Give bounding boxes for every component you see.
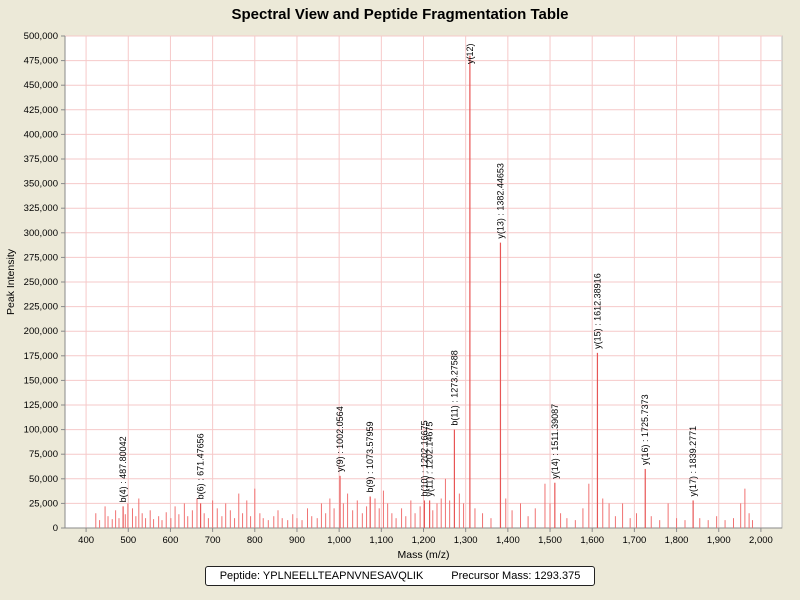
y-axis-tick-label: 125,000 (24, 400, 58, 411)
y-axis-tick-label: 275,000 (24, 252, 58, 263)
x-axis-title: Mass (m/z) (398, 549, 450, 561)
page-title: Spectral View and Peptide Fragmentation … (231, 6, 569, 23)
x-axis-tick-label: 2,000 (749, 535, 773, 546)
peak-label: b(10) : 1202.16675 (419, 420, 429, 496)
x-axis-tick-label: 600 (163, 535, 179, 546)
spectrum-chart[interactable]: 0 25,000 50,000 75,000 100,000 125,000 150,000… (0, 28, 800, 563)
y-axis-tick-label: 25,000 (29, 498, 58, 509)
peak-label: y(12) (465, 43, 475, 64)
x-axis-tick-label: 1,400 (496, 535, 520, 546)
peak-label: y(16) : 1725.7373 (640, 394, 650, 465)
y-axis-tick-label: 375,000 (24, 154, 58, 165)
x-axis-tick-label: 1,500 (538, 535, 562, 546)
y-axis-tick-label: 200,000 (24, 326, 58, 337)
peak-label: b(9) : 1073.57959 (365, 421, 375, 492)
x-axis-tick-label: 1,100 (369, 535, 393, 546)
y-axis-tick-label: 450,000 (24, 80, 58, 91)
peak-label: y(15) : 1612.38916 (592, 273, 602, 349)
peptide-info-box: Peptide: YPLNEELLTEAPNVNESAVQLIK Precurso… (204, 566, 596, 586)
y-axis-tick-label: 350,000 (24, 179, 58, 190)
x-axis-tick-label: 700 (205, 535, 221, 546)
y-axis-tick-label: 150,000 (24, 375, 58, 386)
precursor-mass-label: Precursor Mass: 1293.375 (451, 570, 581, 582)
peak-label: y(13) : 1382.44653 (495, 163, 505, 239)
x-axis-tick-label: 1,200 (412, 535, 436, 546)
x-axis-tick-label: 800 (247, 535, 263, 546)
peak-label: y(14) : 1511.39087 (550, 404, 560, 479)
y-axis-tick-label: 75,000 (29, 449, 58, 460)
y-axis-tick-label: 50,000 (29, 474, 58, 485)
y-axis-tick-label: 475,000 (24, 56, 58, 67)
y-axis-tick-label: 175,000 (24, 351, 58, 362)
peptide-label: Peptide: YPLNEELLTEAPNVNESAVQLIK (219, 570, 424, 582)
y-axis-tick-label: 325,000 (24, 203, 58, 214)
x-axis-tick-label: 900 (289, 535, 305, 546)
x-axis-tick-label: 1,000 (327, 535, 351, 546)
y-axis-tick-label: 500,000 (24, 31, 58, 42)
y-axis-tick-label: 400,000 (24, 129, 58, 140)
x-axis-tick-label: 400 (78, 535, 94, 546)
y-axis-title: Peak Intensity (5, 248, 17, 315)
x-axis-tick-label: 1,800 (665, 535, 689, 546)
x-axis-tick-label: 1,300 (454, 535, 478, 546)
y-axis-tick-label: 425,000 (24, 105, 58, 116)
peak-label: y(17) : 1839.2771 (688, 426, 698, 497)
y-axis-tick-label: 100,000 (24, 425, 58, 436)
peak-label: b(4) : 487.80042 (118, 436, 128, 502)
y-axis-tick-label: 0 (53, 523, 58, 534)
peak-label: b(11) : 1273.27588 (449, 350, 459, 425)
peak-label: y(9) : 1002.0564 (335, 406, 345, 472)
peak-label: b(6) : 671.47656 (196, 433, 206, 499)
footer-bar: Peptide: YPLNEELLTEAPNVNESAVQLIK Precurso… (0, 566, 800, 596)
y-axis-tick-label: 225,000 (24, 302, 58, 313)
x-axis-tick-label: 500 (120, 535, 136, 546)
y-axis-tick-label: 300,000 (24, 228, 58, 239)
x-axis-tick-label: 1,900 (707, 535, 731, 546)
x-axis-tick-label: 1,600 (580, 535, 604, 546)
y-axis-tick-label: 250,000 (24, 277, 58, 288)
x-axis-tick-label: 1,700 (622, 535, 646, 546)
peak-label: y(11) : 1202.14675 (425, 422, 435, 497)
spectrum-chart-area[interactable]: 0 25,000 50,000 75,000 100,000 125,000 150,000… (0, 28, 800, 563)
